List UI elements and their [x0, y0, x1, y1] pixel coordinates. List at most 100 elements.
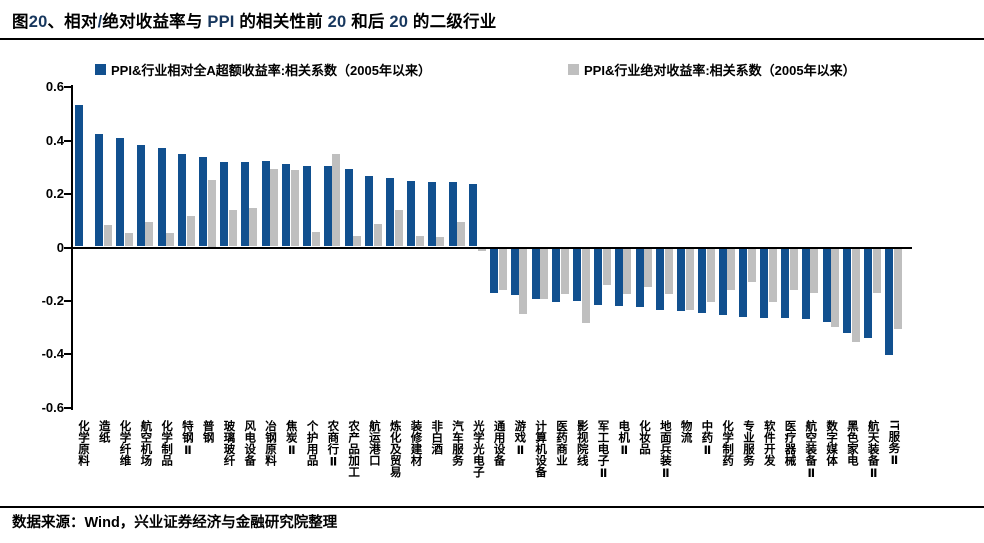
y-axis-label: 0: [56, 239, 64, 255]
bar-relative: [199, 157, 208, 247]
x-axis-label: 地面兵装Ⅱ: [658, 420, 671, 480]
bar-absolute: [540, 248, 549, 300]
x-axis-label: 通用设备: [492, 420, 505, 466]
y-axis-label: 0.6: [45, 79, 64, 95]
bar-absolute: [519, 248, 528, 314]
bar-absolute: [789, 248, 798, 290]
bar-relative: [282, 163, 291, 247]
bar-relative: [677, 248, 686, 312]
figure-title-segment: 和后: [346, 13, 390, 31]
x-axis-label: 影视院线: [575, 420, 588, 466]
bar-absolute: [290, 170, 299, 247]
bar-absolute: [872, 248, 881, 293]
bar-absolute: [415, 235, 424, 247]
bar-absolute: [207, 179, 216, 247]
x-axis-label: 化学纤维: [118, 420, 131, 466]
bar-absolute: [623, 248, 632, 294]
x-axis-label: 物流: [679, 420, 692, 443]
bar-relative: [323, 166, 332, 247]
x-axis-label: 化学制品: [160, 420, 173, 466]
bar-absolute: [477, 248, 486, 252]
bar-relative: [427, 182, 436, 247]
y-axis-tick: [64, 86, 71, 89]
bar-absolute: [498, 248, 507, 290]
bar-relative: [219, 162, 228, 247]
zero-line: [71, 246, 912, 249]
bar-relative: [760, 248, 769, 318]
figure-title-segment: /: [97, 13, 103, 31]
bar-absolute: [561, 248, 570, 294]
footer-divider: [0, 506, 984, 508]
bar-absolute: [394, 210, 403, 247]
bar-absolute: [187, 215, 195, 247]
x-axis-label: 化学制药: [721, 420, 734, 466]
figure-title-segment: 20: [327, 13, 347, 31]
figure-title-segment: 的二级行业: [408, 13, 497, 31]
legend-label-absolute: PPI&行业绝对收益率:相关系数（2005年以来）: [584, 63, 856, 78]
legend-item-absolute: PPI&行业绝对收益率:相关系数（2005年以来）: [568, 60, 856, 79]
bar-absolute: [685, 248, 694, 310]
bar-relative: [406, 181, 415, 247]
figure-title-segment: 20: [389, 13, 409, 31]
x-axis-label: 农产品加工: [347, 420, 360, 478]
bar-relative: [614, 248, 623, 306]
bar-relative: [884, 248, 893, 356]
bar-relative: [697, 248, 706, 313]
y-axis-label: 0.4: [45, 132, 64, 148]
figure-title-segment: 、相对: [47, 13, 98, 31]
legend-item-relative: PPI&行业相对全A超额收益率:相关系数（2005年以来）: [95, 60, 431, 79]
bar-relative: [594, 248, 602, 305]
bar-relative: [448, 182, 457, 247]
x-axis-label: 航空装备Ⅱ: [804, 420, 817, 480]
bar-absolute: [166, 233, 175, 247]
bar-relative: [365, 175, 374, 247]
bar-absolute: [332, 154, 341, 247]
y-axis-tick: [64, 193, 71, 196]
bar-relative: [344, 169, 353, 247]
x-axis-label: 电机Ⅱ: [617, 420, 630, 457]
y-axis-tick: [64, 299, 71, 302]
x-axis-label: 冶钢原料: [264, 420, 277, 466]
bar-absolute: [353, 235, 362, 247]
bar-relative: [240, 162, 249, 247]
bar-absolute: [581, 248, 590, 324]
bar-absolute: [851, 248, 860, 342]
x-axis-label: 航天装备Ⅱ: [866, 420, 879, 480]
y-axis-label: -0.6: [41, 399, 64, 415]
bar-relative: [573, 248, 582, 301]
bar-relative: [864, 248, 873, 338]
x-axis-label: 造纸: [97, 420, 110, 443]
bar-absolute: [270, 169, 279, 247]
x-axis-label: 农商行Ⅱ: [326, 420, 339, 469]
bar-relative: [510, 248, 519, 296]
bar-absolute: [644, 248, 653, 288]
bar-relative: [801, 248, 810, 320]
y-axis-label: 0.2: [45, 186, 64, 202]
figure-title-segment: 的相关性前: [234, 13, 328, 31]
bar-relative: [552, 248, 561, 302]
x-axis-label: 个护用品: [305, 420, 318, 466]
bar-relative: [739, 248, 748, 317]
y-axis-tick: [64, 353, 71, 356]
legend-label-relative: PPI&行业相对全A超额收益率:相关系数（2005年以来）: [111, 63, 431, 78]
bar-relative: [656, 248, 665, 310]
x-axis-label: 玻璃玻纤: [222, 420, 235, 466]
bar-absolute: [768, 248, 777, 302]
bar-relative: [386, 178, 395, 247]
x-axis-label: 装修建材: [409, 420, 422, 466]
bar-absolute: [374, 223, 383, 247]
bar-absolute: [706, 248, 715, 302]
bar-relative: [157, 147, 166, 247]
bar-absolute: [228, 210, 237, 247]
bar-relative: [116, 138, 125, 247]
figure-title-segment: 绝对收益率与: [102, 13, 208, 31]
x-axis-label: 化妆品: [638, 420, 651, 455]
bar-relative: [303, 166, 312, 247]
x-axis-label: 计算机设备: [534, 420, 547, 478]
legend-swatch-absolute-icon: [568, 64, 579, 75]
x-axis-label: 黑色家电: [845, 420, 858, 466]
x-axis-label: 游戏Ⅱ: [513, 420, 526, 457]
y-axis-tick: [64, 406, 71, 409]
